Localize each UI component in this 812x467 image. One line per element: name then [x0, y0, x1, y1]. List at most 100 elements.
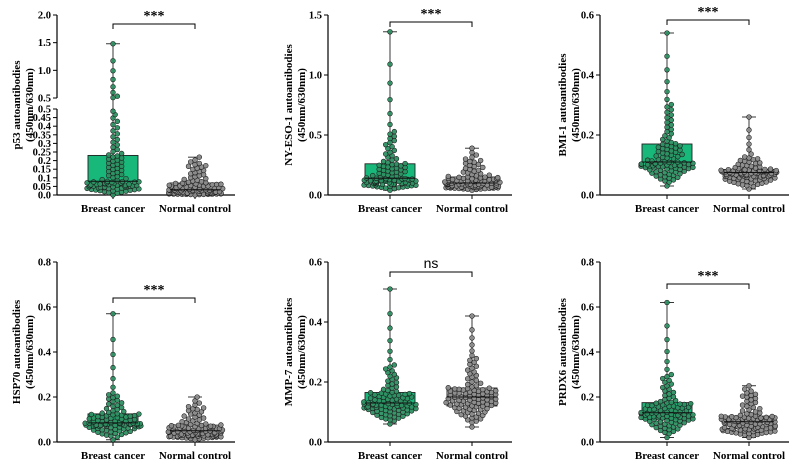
y-axis-label-line: NY-ESO-1 autoantibodies [283, 44, 295, 166]
data-point [664, 67, 670, 73]
data-point [752, 409, 759, 415]
data-point [110, 68, 116, 74]
data-point [387, 131, 393, 137]
data-point [653, 424, 659, 431]
data-point [469, 348, 475, 354]
data-point [387, 337, 393, 344]
data-point [391, 133, 397, 140]
data-point [664, 348, 670, 355]
y-tick-label: 0.0 [38, 191, 51, 202]
data-point [203, 421, 209, 427]
data-point [742, 154, 748, 160]
data-point [480, 386, 486, 393]
data-point [110, 144, 116, 150]
y-tick-label: 2.0 [38, 11, 51, 22]
data-point [746, 141, 752, 147]
y-tick-label: 0.2 [581, 393, 594, 404]
data-point [746, 114, 752, 120]
data-point [668, 112, 674, 118]
significance-label: *** [698, 5, 719, 20]
data-point [469, 313, 475, 319]
data-point [200, 405, 207, 411]
y-tick-label: 0.2 [38, 393, 51, 404]
data-point [123, 175, 129, 182]
data-point [114, 93, 120, 99]
data-point [114, 146, 120, 153]
y-tick-label: 1.0 [309, 71, 322, 82]
data-point [469, 352, 475, 359]
data-point [664, 114, 670, 121]
data-point [110, 76, 116, 83]
x-tick-label-normal-control: Normal control [436, 450, 508, 462]
x-tick-label-breast-cancer: Breast cancer [81, 450, 145, 462]
data-point [387, 29, 393, 35]
data-point [480, 164, 486, 171]
chart-panel-p53: 0.00.050.10.150.20.250.30.350.40.450.50.… [11, 9, 235, 215]
data-point [718, 413, 724, 419]
significance-bracket [666, 283, 750, 289]
data-point [681, 160, 687, 166]
data-point [387, 311, 393, 317]
significance-label: *** [698, 269, 719, 284]
data-point [664, 78, 670, 85]
data-point [664, 358, 670, 365]
data-point [469, 424, 475, 430]
data-point [361, 399, 367, 405]
data-point [668, 107, 674, 113]
data-point [185, 163, 192, 169]
data-point [742, 386, 748, 392]
data-point [668, 117, 674, 123]
significance-label: ns [424, 255, 439, 271]
data-point [393, 388, 400, 395]
data-point [456, 174, 462, 181]
data-point [166, 182, 172, 188]
data-point [393, 161, 400, 167]
y-tick-label: 0.4 [309, 318, 323, 329]
y-tick-label: 0.6 [309, 258, 322, 269]
data-point [473, 383, 479, 389]
data-point [746, 147, 752, 153]
data-point [664, 53, 670, 59]
data-point [114, 153, 120, 159]
y-axis-label-line: p53 autoantibodies [11, 60, 23, 150]
y-tick-label: 0.2 [309, 378, 322, 389]
y-tick-label: 0.6 [581, 11, 594, 22]
data-point [110, 121, 116, 128]
data-point [86, 416, 92, 422]
data-point [664, 124, 670, 130]
data-point [110, 41, 116, 47]
data-point [746, 127, 752, 133]
data-point [114, 393, 120, 399]
data-point [769, 413, 775, 420]
data-point [110, 108, 116, 114]
data-point [473, 363, 479, 369]
x-tick-label-normal-control: Normal control [159, 203, 231, 215]
data-point [644, 157, 651, 163]
significance-label: *** [144, 9, 165, 24]
data-point [391, 362, 397, 368]
data-point [114, 125, 120, 131]
data-point [721, 424, 728, 431]
data-point [367, 178, 374, 184]
data-point [114, 402, 120, 408]
data-point [445, 385, 451, 391]
y-tick-label: 0.6 [38, 303, 51, 314]
y-axis-label: PRDX6 autoantibodies(450nm/630nm) [557, 297, 582, 406]
y-tick-label: 0.5 [38, 105, 51, 116]
y-tick-label: 0.4 [581, 71, 595, 82]
data-point [469, 327, 475, 333]
data-point [110, 336, 116, 343]
y-tick-label: 0.15 [33, 165, 51, 176]
data-point [121, 408, 127, 415]
y-tick-label: 0.2 [38, 156, 51, 167]
data-point [114, 118, 120, 125]
data-point [367, 390, 374, 396]
data-point [110, 351, 116, 358]
y-tick-label: 0.0 [38, 438, 51, 449]
data-point [118, 400, 125, 406]
data-point [477, 380, 484, 386]
data-point [744, 411, 750, 417]
data-point [97, 181, 103, 187]
data-point [739, 408, 746, 414]
data-point [168, 423, 175, 429]
